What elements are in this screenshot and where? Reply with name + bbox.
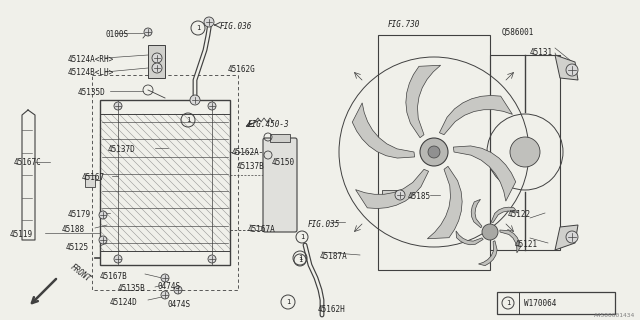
Polygon shape: [500, 230, 520, 253]
Circle shape: [174, 286, 182, 294]
Text: 1: 1: [286, 299, 290, 305]
Text: 1: 1: [298, 257, 302, 263]
Polygon shape: [491, 207, 518, 222]
Circle shape: [152, 63, 162, 73]
Text: 45135B: 45135B: [118, 284, 146, 293]
Polygon shape: [406, 65, 441, 138]
Text: 45179: 45179: [68, 210, 91, 219]
Circle shape: [510, 137, 540, 167]
Bar: [497, 292, 615, 314]
Text: 45188: 45188: [62, 225, 85, 234]
Text: 0474S: 0474S: [158, 282, 181, 291]
Polygon shape: [453, 146, 516, 201]
Text: 45124B<LH>: 45124B<LH>: [68, 68, 115, 77]
Polygon shape: [479, 241, 497, 266]
Text: 45167C: 45167C: [14, 158, 42, 167]
Text: 45122: 45122: [508, 210, 531, 219]
Polygon shape: [428, 166, 462, 239]
Text: 45137B: 45137B: [237, 162, 265, 171]
Bar: [378, 35, 490, 270]
Polygon shape: [352, 103, 415, 158]
Text: 0474S: 0474S: [168, 300, 191, 309]
Circle shape: [99, 236, 107, 244]
Text: 45167: 45167: [82, 173, 105, 182]
Text: 45124D: 45124D: [110, 298, 138, 307]
Text: 1: 1: [196, 25, 200, 31]
Text: 45124A<RH>: 45124A<RH>: [68, 55, 115, 64]
Text: 1: 1: [506, 300, 510, 306]
Text: 45137D: 45137D: [108, 145, 136, 154]
Text: W170064: W170064: [524, 300, 556, 308]
Circle shape: [208, 102, 216, 110]
Circle shape: [161, 274, 169, 282]
Circle shape: [208, 255, 216, 263]
Text: FIG.730: FIG.730: [388, 20, 420, 29]
Circle shape: [190, 95, 200, 105]
Text: 1: 1: [186, 117, 190, 123]
Circle shape: [566, 64, 578, 76]
Text: 45187A: 45187A: [320, 252, 348, 261]
Bar: [382, 190, 400, 200]
Text: FIG.035: FIG.035: [308, 220, 340, 229]
Circle shape: [99, 211, 107, 219]
Text: 45162H: 45162H: [318, 305, 346, 314]
Text: 45167B: 45167B: [100, 272, 128, 281]
Circle shape: [144, 28, 152, 36]
Text: A4500001434: A4500001434: [594, 313, 635, 318]
Text: Q586001: Q586001: [502, 28, 534, 37]
Text: 45131: 45131: [530, 48, 553, 57]
Circle shape: [420, 138, 448, 166]
Text: FRONT: FRONT: [68, 262, 92, 284]
Text: FIG.450-3: FIG.450-3: [248, 120, 290, 129]
Circle shape: [161, 291, 169, 299]
Bar: [92, 75, 238, 290]
Text: 0100S: 0100S: [105, 30, 128, 39]
Text: 45185: 45185: [408, 192, 431, 201]
Circle shape: [566, 231, 578, 243]
Bar: [100, 100, 230, 265]
Text: 45119: 45119: [10, 230, 33, 239]
Text: 45162G: 45162G: [228, 65, 256, 74]
Polygon shape: [456, 231, 483, 245]
Polygon shape: [471, 199, 482, 228]
Polygon shape: [148, 45, 165, 78]
FancyBboxPatch shape: [263, 138, 297, 232]
Polygon shape: [555, 55, 578, 80]
Circle shape: [204, 17, 214, 27]
Circle shape: [428, 146, 440, 158]
Circle shape: [114, 102, 122, 110]
Circle shape: [482, 224, 498, 240]
Text: 45121: 45121: [515, 240, 538, 249]
Text: 1: 1: [300, 234, 304, 240]
Text: 45125: 45125: [66, 243, 89, 252]
Circle shape: [395, 190, 405, 200]
Text: 1: 1: [298, 255, 302, 261]
Polygon shape: [356, 169, 429, 209]
Text: 45162A: 45162A: [232, 148, 260, 157]
Polygon shape: [440, 95, 513, 135]
Text: 45150: 45150: [272, 158, 295, 167]
Text: 45167A: 45167A: [248, 225, 276, 234]
Bar: [270, 134, 290, 142]
Circle shape: [114, 255, 122, 263]
Text: 45135D: 45135D: [78, 88, 106, 97]
Text: FIG.036: FIG.036: [220, 22, 252, 31]
Bar: [490, 55, 560, 250]
Circle shape: [152, 53, 162, 63]
Bar: [85, 175, 95, 187]
Polygon shape: [555, 225, 578, 250]
